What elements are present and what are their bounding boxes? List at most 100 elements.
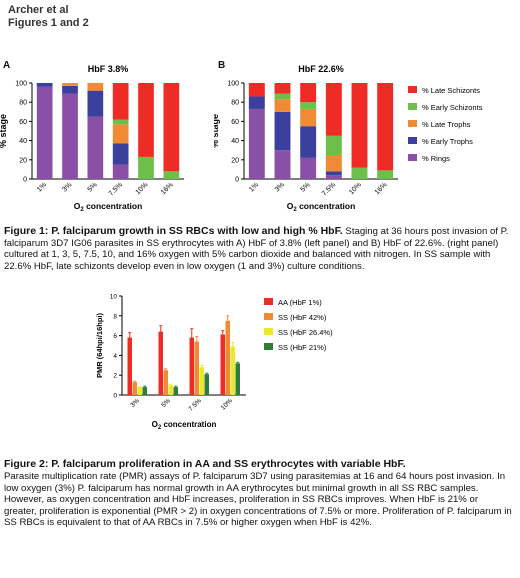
y-tick-label: 0 xyxy=(113,393,117,400)
x-tick-label: 5% xyxy=(87,181,99,193)
bar xyxy=(199,367,204,395)
bar-segment xyxy=(36,86,53,179)
fig1a-chart: HbF 3.8% 0 20 40 60 80 100 % stage 1% 3% 5% 7.5% 10%… xyxy=(0,64,184,213)
bar-segment xyxy=(112,124,129,144)
x-tick-label: 10% xyxy=(220,397,234,411)
legend-label: % Early Trophs xyxy=(422,137,473,146)
bar-segment xyxy=(87,116,104,179)
bar-segment xyxy=(36,83,53,87)
x-tick-label: 16% xyxy=(160,181,175,196)
legend-swatch xyxy=(264,313,273,320)
x-axis-label: O2 concentration xyxy=(152,420,217,431)
y-tick-label: 80 xyxy=(19,100,27,107)
header-figures: Figures 1 and 2 xyxy=(8,17,89,29)
bar xyxy=(137,387,142,395)
bar-segment xyxy=(87,83,104,91)
bar-segment xyxy=(87,90,104,117)
legend-label: AA (HbF 1%) xyxy=(278,298,322,307)
fig1-caption-title: Figure 1: P. falciparum growth in SS RBC… xyxy=(4,225,343,237)
x-axis-label: O2 concentration xyxy=(287,201,356,213)
x-tick-label: 1% xyxy=(36,181,48,193)
bar-segment xyxy=(351,167,368,179)
legend-label: % Late Trophs xyxy=(422,120,471,129)
y-tick-label: 80 xyxy=(231,100,239,107)
bar-segment xyxy=(274,83,291,94)
chart-title: HbF 22.6% xyxy=(298,64,344,74)
legend-swatch xyxy=(408,103,417,110)
bar-segment xyxy=(274,93,291,100)
bar xyxy=(225,320,230,395)
legend-swatch xyxy=(408,154,417,161)
bar-segment xyxy=(377,83,394,171)
fig2-chart: 0 2 4 6 8 10 PMR (64hpi/16hpi) 3% 5% 7.5% 10%O2 co… xyxy=(95,294,333,432)
bar-segment xyxy=(300,108,317,127)
x-tick-label: 3% xyxy=(129,397,141,409)
bar-segment xyxy=(274,150,291,179)
y-tick-label: 4 xyxy=(113,353,117,360)
bar xyxy=(204,374,209,395)
fig1b-chart: HbF 22.6% 0 20 40 60 80 100 % stage 1% 3% 5% 7.5% 10… xyxy=(214,64,483,213)
bar xyxy=(163,370,168,395)
bar-segment xyxy=(377,170,394,179)
bar xyxy=(168,385,173,395)
bar-segment xyxy=(138,156,154,179)
x-tick-label: 7.5% xyxy=(321,181,337,197)
bar-segment xyxy=(138,83,154,157)
fig2-caption-title: Figure 2: P. falciparum proliferation in… xyxy=(4,458,406,470)
bar-segment xyxy=(62,83,78,86)
y-tick-label: 10 xyxy=(110,294,118,301)
legend-swatch xyxy=(408,86,417,93)
legend-label: % Early Schizonts xyxy=(422,103,483,112)
x-tick-label: 10% xyxy=(135,181,150,196)
x-axis-label: O2 concentration xyxy=(74,201,143,213)
bar xyxy=(230,346,235,395)
legend-label: % Late Schizonts xyxy=(422,86,480,95)
legend-swatch xyxy=(408,137,417,144)
legend-swatch xyxy=(264,298,273,305)
bar-segment xyxy=(112,119,129,125)
x-tick-label: 7.5% xyxy=(187,397,203,413)
x-tick-label: 3% xyxy=(274,181,286,193)
bar-segment xyxy=(300,102,317,109)
legend-swatch xyxy=(408,120,417,127)
chart-title: HbF 3.8% xyxy=(88,64,129,74)
bar-segment xyxy=(300,126,317,158)
bar-segment xyxy=(112,83,129,120)
bar-segment xyxy=(112,164,129,179)
y-tick-label: 0 xyxy=(235,177,239,184)
bar-segment xyxy=(325,83,342,136)
y-axis-label: % stage xyxy=(0,114,8,148)
bar-segment xyxy=(248,96,265,109)
y-tick-label: 20 xyxy=(19,157,27,164)
x-tick-label: 16% xyxy=(374,181,389,196)
y-axis-label: PMR (64hpi/16hpi) xyxy=(95,312,104,378)
bar-segment xyxy=(274,99,291,112)
bar-segment xyxy=(62,93,78,179)
y-tick-label: 6 xyxy=(113,333,117,340)
y-tick-label: 40 xyxy=(19,138,27,145)
x-tick-label: 5% xyxy=(299,181,311,193)
bar xyxy=(235,363,240,395)
y-tick-label: 100 xyxy=(227,81,239,88)
bar-segment xyxy=(325,155,342,172)
legend-swatch xyxy=(264,328,273,335)
bar xyxy=(127,337,132,395)
y-tick-label: 60 xyxy=(231,119,239,126)
x-tick-label: 3% xyxy=(61,181,73,193)
bar xyxy=(220,334,225,395)
y-tick-label: 0 xyxy=(23,177,27,184)
legend-label: % Rings xyxy=(422,154,450,163)
bar-segment xyxy=(163,171,180,179)
y-tick-label: 100 xyxy=(15,81,27,88)
bar-segment xyxy=(248,83,265,97)
bar xyxy=(173,387,178,395)
header-authors: Archer et al xyxy=(8,4,69,16)
bar-segment xyxy=(163,83,180,172)
bar xyxy=(158,331,163,395)
fig2-caption-body: Parasite multiplication rate (PMR) assay… xyxy=(4,471,512,529)
x-tick-label: 1% xyxy=(248,181,260,193)
bar-segment xyxy=(325,171,342,176)
bar-segment xyxy=(62,85,78,94)
bar xyxy=(132,382,137,395)
bar-segment xyxy=(300,157,317,179)
